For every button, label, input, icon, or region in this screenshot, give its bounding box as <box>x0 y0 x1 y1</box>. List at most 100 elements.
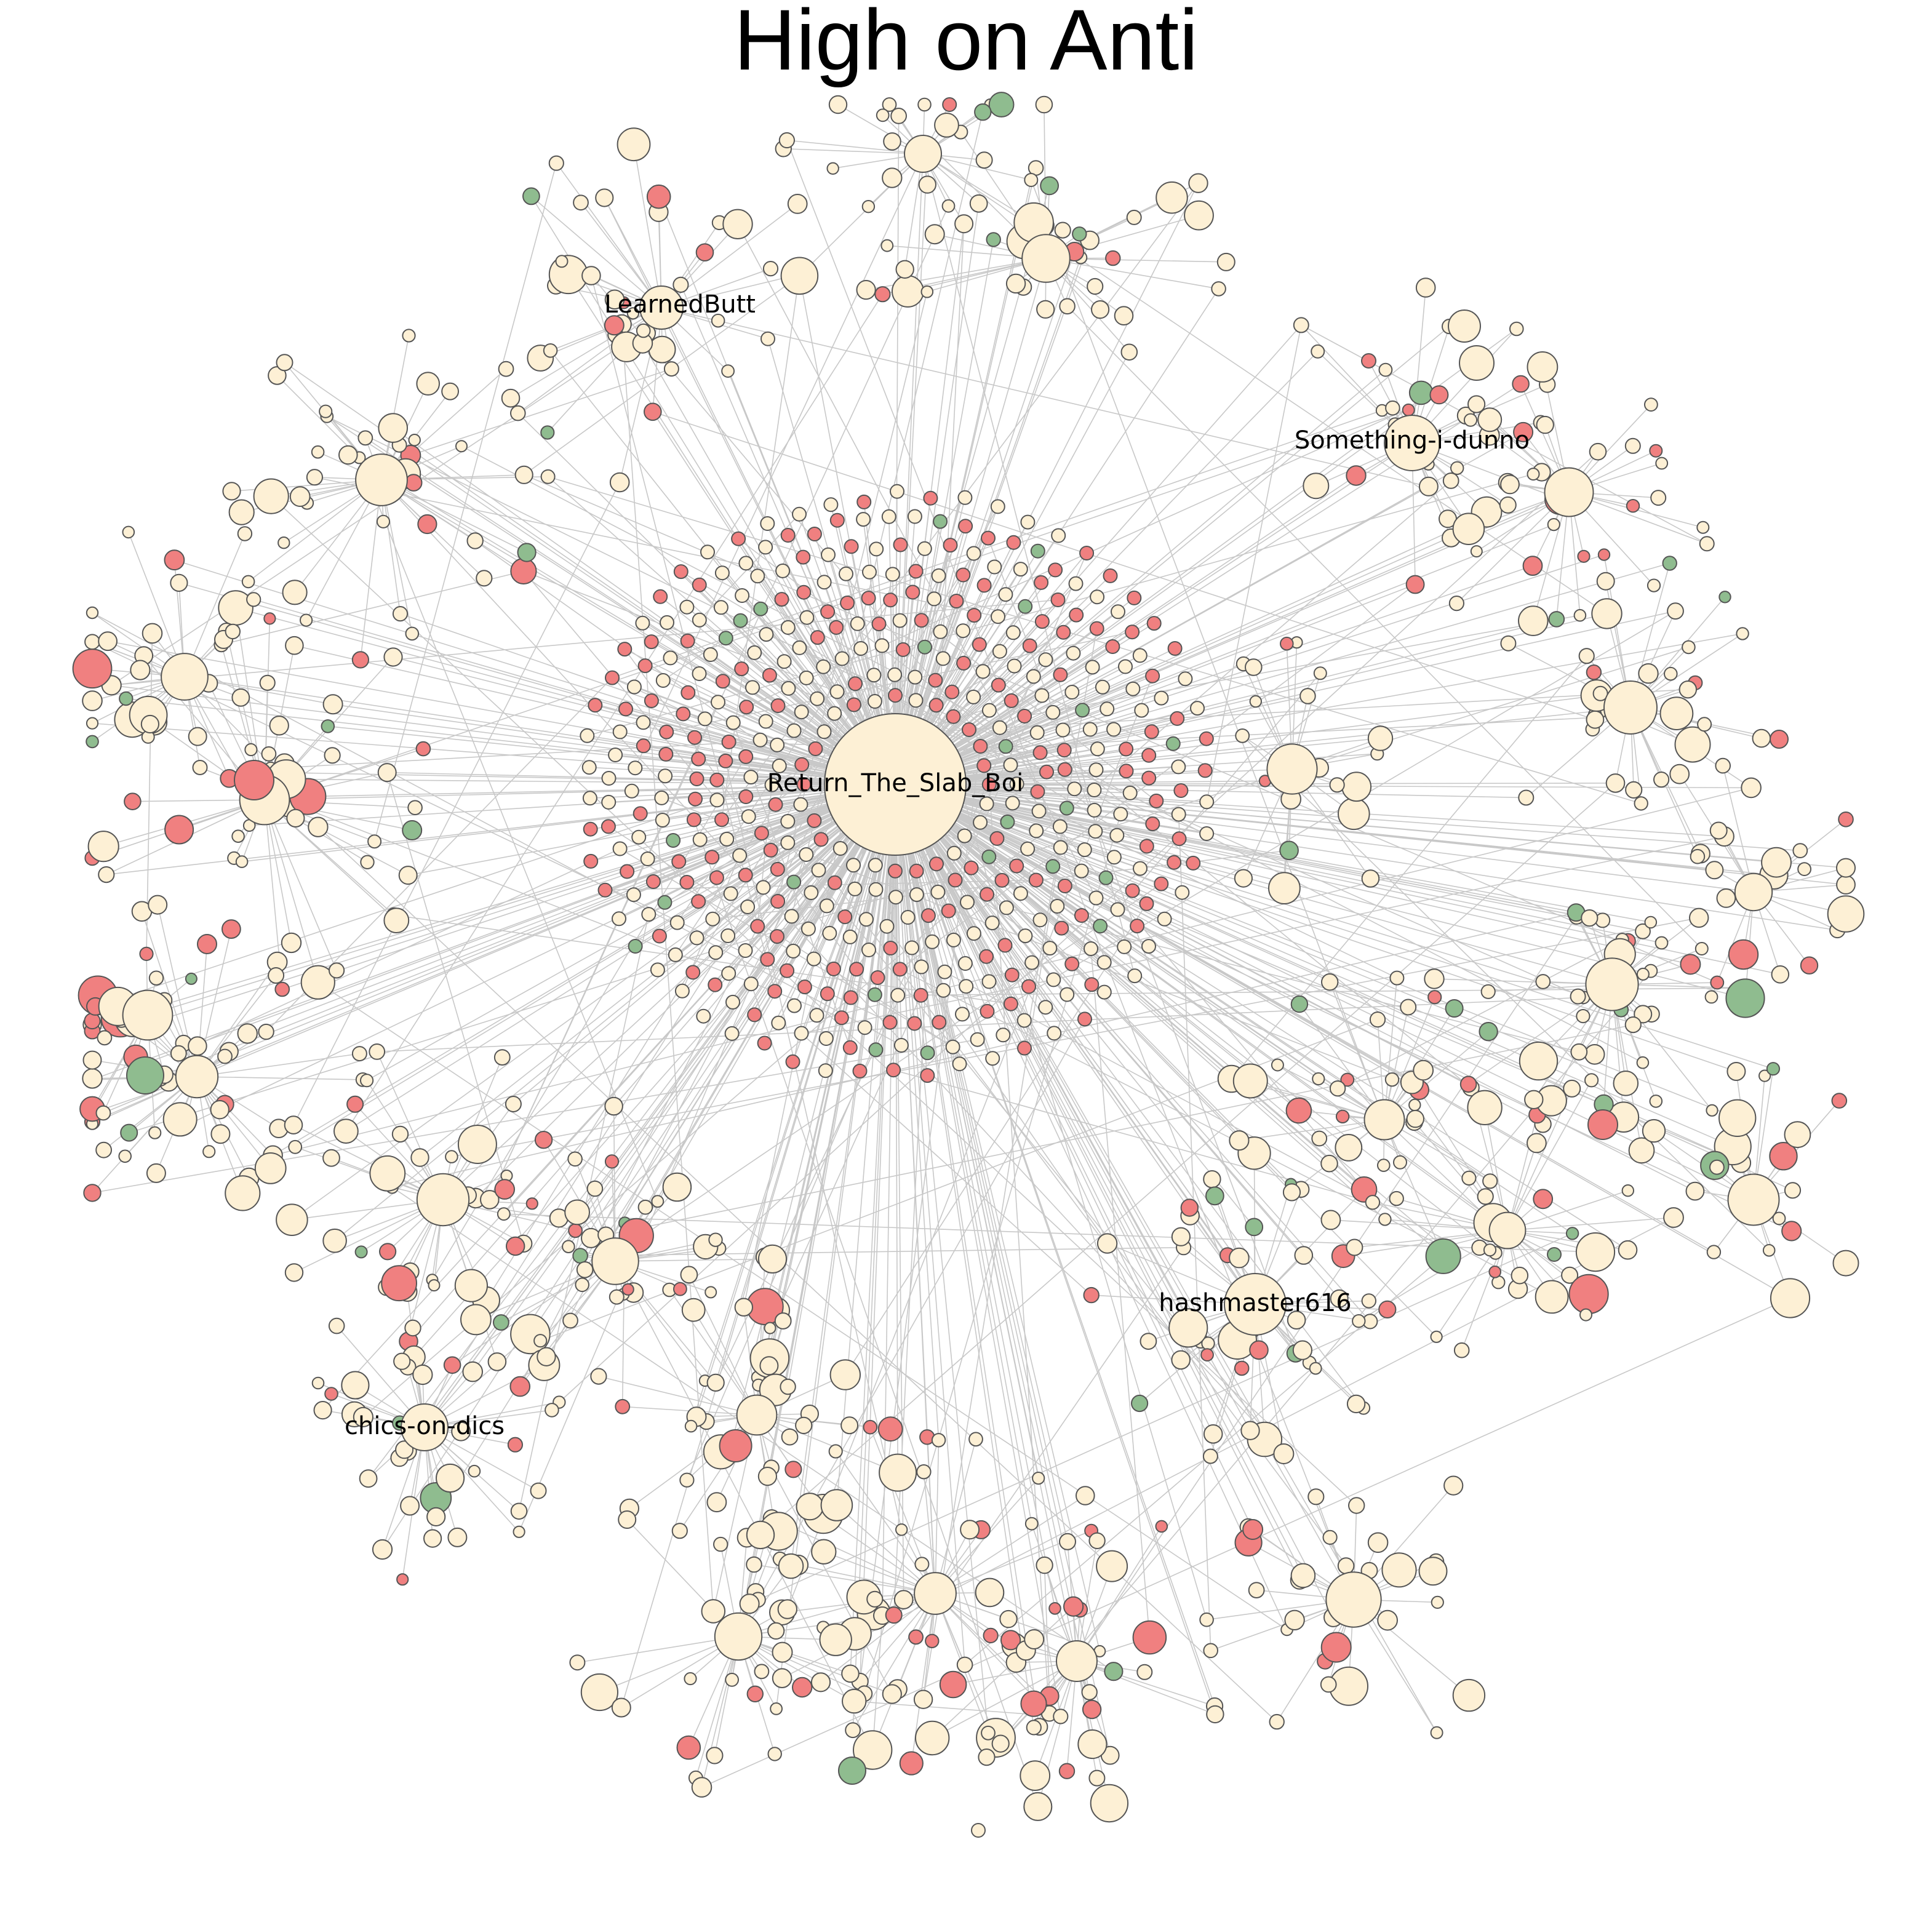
graph-node <box>991 1734 1010 1753</box>
graph-node <box>1442 473 1459 489</box>
graph-node <box>1144 724 1159 740</box>
graph-node <box>605 670 620 685</box>
graph-node <box>1838 811 1854 827</box>
graph-node <box>1577 549 1591 563</box>
graph-node <box>1055 722 1071 738</box>
graph-node <box>573 194 589 211</box>
graph-node <box>95 1105 111 1121</box>
graph-node <box>360 855 375 870</box>
graph-node <box>407 800 423 815</box>
graph-node <box>624 783 639 799</box>
graph-edge <box>895 784 1662 944</box>
graph-node <box>1518 605 1549 636</box>
graph-node <box>738 867 753 883</box>
graph-node <box>1000 1630 1021 1651</box>
graph-node <box>999 900 1014 915</box>
graph-edge <box>1076 1661 1215 1707</box>
graph-node <box>1596 572 1615 591</box>
graph-node <box>628 939 643 954</box>
graph-node <box>1249 1340 1269 1360</box>
graph-edge <box>859 784 896 1682</box>
graph-node <box>237 526 253 541</box>
graph-node <box>740 899 756 914</box>
graph-node <box>660 615 674 630</box>
graph-node <box>568 1223 583 1238</box>
graph-node <box>225 1175 261 1211</box>
graph-edge <box>895 784 1101 1652</box>
graph-node <box>324 1387 338 1401</box>
graph-node <box>1430 1726 1443 1739</box>
graph-node <box>234 760 274 800</box>
graph-node <box>346 1095 364 1113</box>
graph-node <box>829 620 844 635</box>
graph-edge <box>922 153 1034 223</box>
graph-node <box>780 620 796 635</box>
graph-edge <box>895 784 1035 1728</box>
graph-node <box>1131 1394 1149 1413</box>
graph-node <box>1655 457 1669 470</box>
graph-node <box>97 1030 113 1046</box>
graph-node <box>1573 608 1587 622</box>
graph-node <box>662 1172 692 1202</box>
graph-node <box>846 858 861 873</box>
hub-label: Something-i-dunno <box>1295 426 1530 455</box>
graph-edge <box>895 618 1557 785</box>
graph-node <box>1363 1099 1405 1141</box>
graph-node <box>441 382 459 401</box>
graph-node <box>612 724 628 740</box>
graph-node <box>745 680 760 695</box>
graph-edge <box>377 997 1584 1053</box>
graph-node <box>1650 490 1667 506</box>
graph-node <box>826 162 839 175</box>
graph-node <box>1800 956 1819 975</box>
graph-edge <box>605 879 1036 891</box>
graph-edge <box>146 633 153 954</box>
graph-node <box>498 361 514 377</box>
graph-node <box>946 845 962 861</box>
graph-node <box>784 909 799 924</box>
graph-node <box>1430 1330 1443 1343</box>
graph-node <box>852 1063 868 1079</box>
graph-node <box>1120 343 1138 361</box>
graph-node <box>405 626 420 641</box>
graph-edge <box>128 532 185 677</box>
graph-node <box>918 175 937 194</box>
hub-label: hashmaster616 <box>1159 1289 1351 1317</box>
graph-node <box>809 1008 824 1023</box>
graph-node <box>1781 1221 1802 1242</box>
graph-edge <box>392 912 1576 1188</box>
graph-node <box>882 1015 898 1030</box>
graph-edge <box>836 1504 936 1594</box>
graph-node <box>705 1286 717 1299</box>
graph-node <box>772 758 787 773</box>
graph-node <box>506 1236 525 1256</box>
graph-edge <box>769 995 922 1328</box>
graph-node <box>1126 209 1142 225</box>
graph-node <box>885 567 900 582</box>
graph-edge <box>559 451 1599 1403</box>
graph-edge <box>1507 1217 1674 1231</box>
graph-node <box>161 653 209 701</box>
graph-node <box>1038 652 1053 668</box>
graph-node <box>505 1096 522 1112</box>
graph-node <box>1649 1095 1663 1108</box>
graph-node <box>1453 1342 1470 1358</box>
graph-node <box>1076 1486 1095 1505</box>
graph-node <box>735 588 750 603</box>
graph-node <box>378 413 409 443</box>
graph-edge <box>293 1124 444 1200</box>
graph-node <box>981 974 997 989</box>
graph-node <box>1628 1137 1655 1164</box>
graph-edge <box>895 784 1354 1600</box>
graph-edge <box>235 607 896 785</box>
graph-edge <box>921 620 1157 802</box>
graph-node <box>493 1049 511 1066</box>
graph-node <box>1699 536 1715 552</box>
graph-edge <box>783 148 924 154</box>
graph-edge <box>1076 1526 1162 1662</box>
graph-node <box>1132 1620 1167 1655</box>
graph-node <box>222 919 241 939</box>
graph-node <box>689 930 705 946</box>
graph-node <box>311 1376 325 1390</box>
graph-edge <box>1037 732 1472 1088</box>
